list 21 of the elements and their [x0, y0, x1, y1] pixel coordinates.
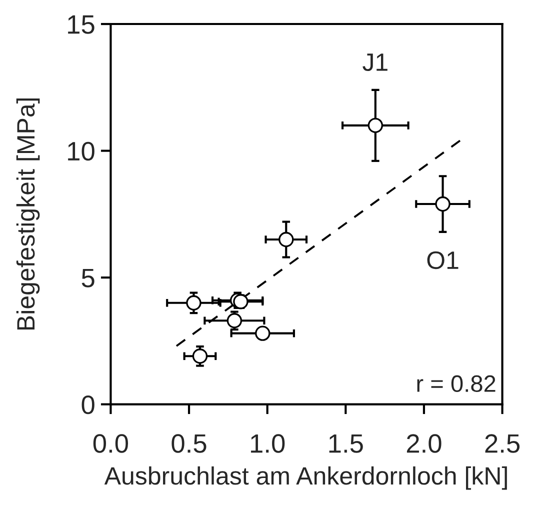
x-tick-label: 0.5 [172, 434, 206, 453]
annotation: r = 0.82 [417, 375, 496, 392]
x-tick-label: 1.5 [329, 434, 363, 453]
point [186, 295, 202, 310]
x-tick-label: 1.0 [251, 434, 285, 453]
y-tick-label: 15 [68, 15, 94, 34]
point [255, 326, 270, 341]
x-tick-label: 0.0 [93, 434, 128, 453]
annotation: J1 [362, 54, 388, 72]
point [278, 232, 294, 248]
x-tick-label: 2.5 [485, 434, 520, 453]
y-tick-label: 0 [82, 395, 94, 414]
point [435, 196, 450, 212]
x-axis-title: Ausbruchlast am Ankerdornloch [kN] [104, 466, 507, 490]
y-axis-title: Biegefestigkeit [MPa] [16, 98, 40, 330]
x-tick-label: 2.0 [406, 434, 442, 453]
annotation: O1 [427, 251, 458, 270]
y-tick-label: 5 [82, 268, 94, 288]
point [192, 348, 208, 364]
y-tick-label: 10 [68, 142, 94, 161]
point [368, 118, 384, 134]
